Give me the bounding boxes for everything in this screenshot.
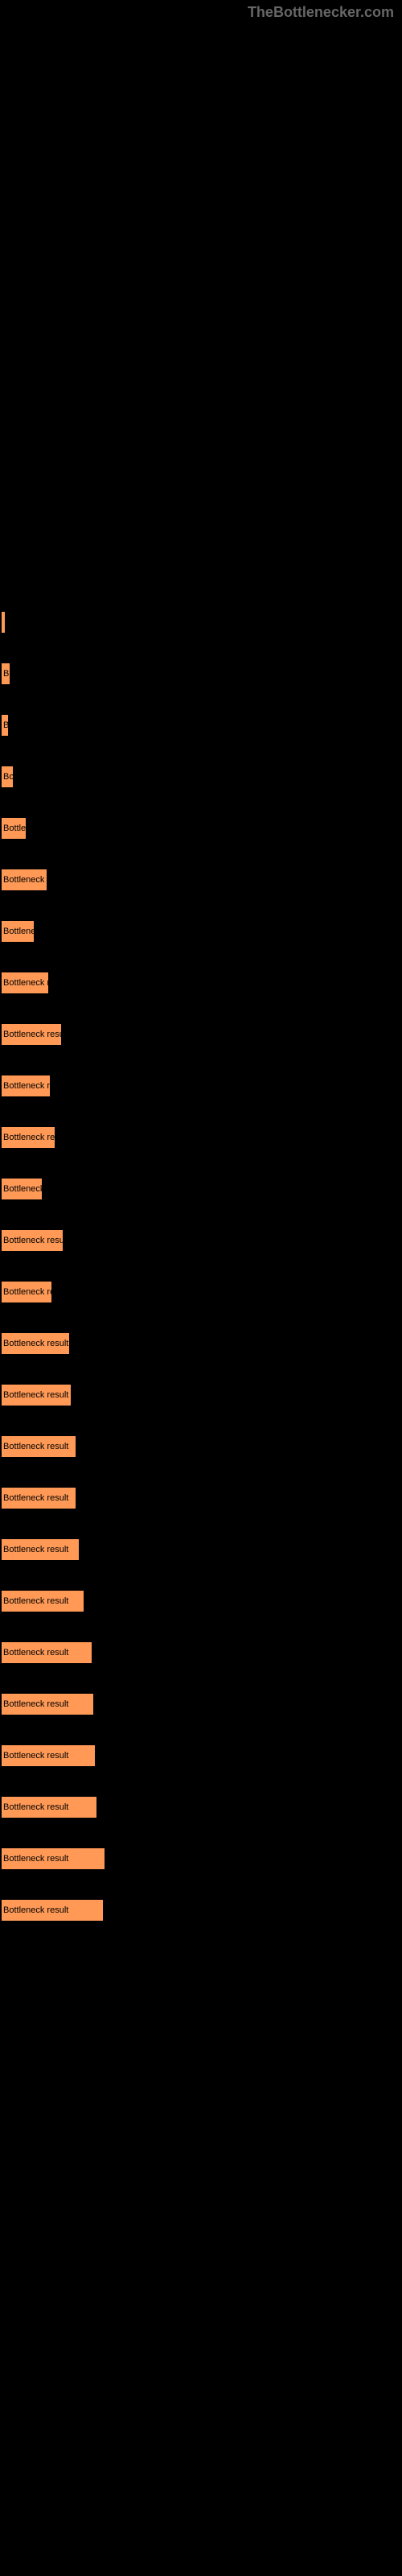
bar: Bottleneck result	[2, 1385, 71, 1406]
bar: Bottleneck result	[2, 1333, 69, 1354]
bar-row: Bo	[2, 766, 402, 787]
bar-row: Bottleneck result	[2, 1797, 402, 1818]
bar-label: Bottlene	[3, 927, 34, 936]
bar-label: Bo	[3, 772, 13, 782]
bar-label: Bottleneck result	[3, 1030, 61, 1039]
bar-row: Bottleneck result	[2, 1024, 402, 1045]
bar: B	[2, 715, 8, 736]
bar: Bottlene	[2, 921, 34, 942]
bar-row: Bottleneck result	[2, 1642, 402, 1663]
bar-label: Bottleneck result	[3, 1596, 68, 1606]
bar-label: Bottleneck r	[3, 875, 47, 885]
bar-row: Bottleneck re	[2, 972, 402, 993]
bar-label: Bottleneck result	[3, 1236, 63, 1245]
bar: Bottleneck result	[2, 1900, 103, 1921]
bar-row: Bottleneck result	[2, 1333, 402, 1354]
bar-row: B	[2, 663, 402, 684]
bar-row: Bottleneck result	[2, 1848, 402, 1869]
bar-row: B	[2, 715, 402, 736]
bar: Bo	[2, 766, 13, 787]
bar-label: B	[3, 720, 8, 730]
bar-row: Bottleneck re	[2, 1282, 402, 1302]
bar-label: Bottleneck result	[3, 1545, 68, 1554]
bar-row: Bottleneck result	[2, 1436, 402, 1457]
bar-label: Bottler	[3, 824, 26, 833]
bar: Bottleneck r	[2, 869, 47, 890]
bar-row: Bottleneck res	[2, 1127, 402, 1148]
bar-row: Bottleneck result	[2, 1385, 402, 1406]
bar-chart: B B Bo Bottler Bottleneck r Bottlene Bottlenec…	[0, 0, 402, 1921]
bar-row: Bottlene	[2, 921, 402, 942]
bar-row: Bottler	[2, 818, 402, 839]
bar-row: Bottleneck result	[2, 1230, 402, 1251]
bar: Bottleneck result	[2, 1642, 92, 1663]
bar-label: Bottleneck result	[3, 1648, 68, 1657]
bar-label: Bottleneck result	[3, 1339, 68, 1348]
bar-row: Bottleneck	[2, 1179, 402, 1199]
bar: Bottleneck result	[2, 1694, 93, 1715]
bar-label: Bottleneck result	[3, 1802, 68, 1812]
bar: Bottleneck result	[2, 1488, 76, 1509]
bar-label: Bottleneck result	[3, 1493, 68, 1503]
bar-label: Bottleneck res	[3, 1133, 55, 1142]
bar-label: Bottleneck re	[3, 978, 48, 988]
bar: Bottler	[2, 818, 26, 839]
bar-row: Bottleneck result	[2, 1591, 402, 1612]
bar	[2, 612, 5, 633]
bar: Bottleneck	[2, 1179, 42, 1199]
bar: Bottleneck re	[2, 1075, 50, 1096]
bar-row: Bottleneck result	[2, 1694, 402, 1715]
bar: B	[2, 663, 10, 684]
bar-row: Bottleneck result	[2, 1539, 402, 1560]
bar: Bottleneck re	[2, 1282, 51, 1302]
bar-label: Bottleneck re	[3, 1081, 50, 1091]
bar: Bottleneck result	[2, 1436, 76, 1457]
bar-label: Bottleneck	[3, 1184, 42, 1194]
bar-row	[2, 612, 402, 633]
bar-label: Bottleneck result	[3, 1390, 68, 1400]
bar-label: B	[3, 669, 9, 679]
bar-row: Bottleneck result	[2, 1745, 402, 1766]
bar-label: Bottleneck result	[3, 1751, 68, 1761]
watermark-text: TheBottlenecker.com	[248, 4, 394, 21]
bar-row: Bottleneck re	[2, 1075, 402, 1096]
bar: Bottleneck result	[2, 1591, 84, 1612]
bar-row: Bottleneck result	[2, 1900, 402, 1921]
bar: Bottleneck result	[2, 1745, 95, 1766]
bar: Bottleneck result	[2, 1797, 96, 1818]
bar-row: Bottleneck r	[2, 869, 402, 890]
bar-label: Bottleneck result	[3, 1699, 68, 1709]
bar: Bottleneck result	[2, 1230, 63, 1251]
bar: Bottleneck res	[2, 1127, 55, 1148]
bar-label: Bottleneck result	[3, 1854, 68, 1864]
bar: Bottleneck result	[2, 1539, 79, 1560]
bar: Bottleneck result	[2, 1024, 61, 1045]
bar-label: Bottleneck result	[3, 1442, 68, 1451]
bar-label: Bottleneck result	[3, 1905, 68, 1915]
bar-row: Bottleneck result	[2, 1488, 402, 1509]
bar: Bottleneck re	[2, 972, 48, 993]
bar-label: Bottleneck re	[3, 1287, 51, 1297]
bar: Bottleneck result	[2, 1848, 105, 1869]
